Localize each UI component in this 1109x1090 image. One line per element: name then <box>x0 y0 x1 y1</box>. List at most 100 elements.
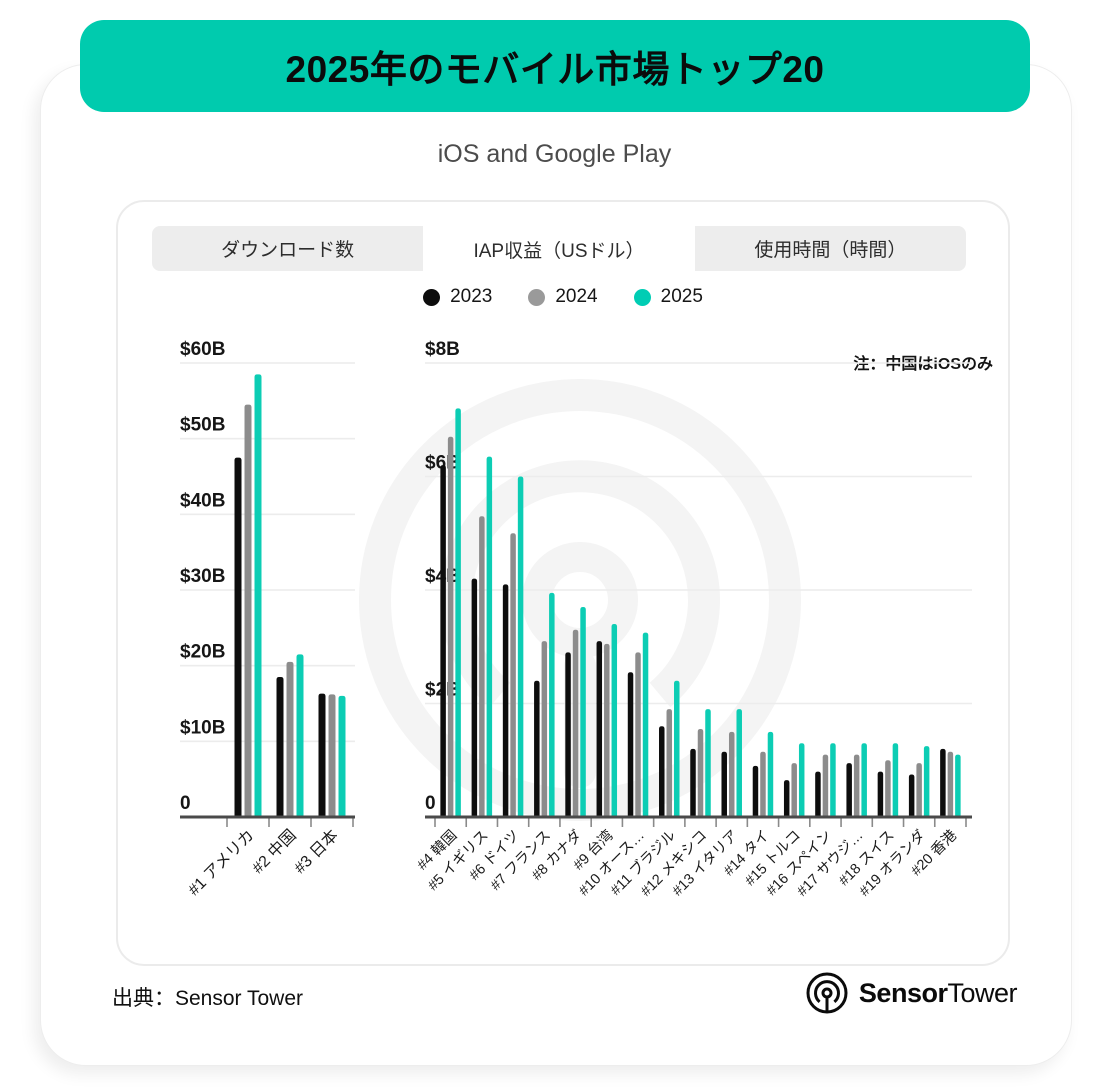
bar-2025 <box>642 632 649 817</box>
bar-2024 <box>635 652 641 817</box>
bar-2025 <box>455 408 461 817</box>
x-axis-label: #1 アメリカ <box>185 827 257 899</box>
legend-item-2025[interactable]: 2025 <box>633 286 703 308</box>
bar-2025 <box>254 374 262 817</box>
y-axis-label: $60B <box>180 339 225 360</box>
bar-2023 <box>846 763 852 817</box>
bar-2023 <box>234 457 242 817</box>
bar-2023 <box>534 680 540 817</box>
bar-2024 <box>760 751 766 817</box>
bar-2024 <box>916 763 922 817</box>
chart-legend: 2023 2024 2025 <box>118 286 1008 308</box>
legend-label-2025: 2025 <box>660 286 703 307</box>
bar-2025 <box>923 746 930 817</box>
bar-2023 <box>877 771 884 817</box>
bar-2024 <box>791 763 797 817</box>
bar-2023 <box>318 693 326 817</box>
logo-text: SensorTower <box>858 977 1018 1009</box>
bar-2025 <box>736 709 742 817</box>
bar-2023 <box>276 677 284 817</box>
legend-item-2023[interactable]: 2023 <box>423 286 492 308</box>
bar-2024 <box>885 760 891 817</box>
title-banner: 2025年のモバイル市場トップ20 <box>80 20 1030 112</box>
bar-2023 <box>659 726 665 817</box>
y-axis-label: $20B <box>180 642 225 663</box>
bar-2023 <box>502 584 509 817</box>
bar-2025 <box>549 592 555 817</box>
bar-2025 <box>517 476 524 817</box>
bar-2023 <box>721 751 727 817</box>
y-axis-label: $8B <box>425 339 460 360</box>
bar-2025 <box>830 743 836 817</box>
bar-2025 <box>674 680 680 817</box>
legend-label-2023: 2023 <box>450 286 493 307</box>
bar-2023 <box>565 652 571 817</box>
bar-2023 <box>440 465 446 817</box>
legend-label-2024: 2024 <box>555 286 598 307</box>
bar-2023 <box>471 578 478 817</box>
bar-2024 <box>822 754 829 817</box>
metric-tabs: ダウンロード数 IAP収益（USドル） 使用時間（時間） <box>152 226 966 284</box>
bar-2024 <box>244 404 252 817</box>
bar-2023 <box>752 765 759 817</box>
bar-2024 <box>541 641 548 817</box>
bar-2023 <box>908 774 915 817</box>
tab-time-spent[interactable]: 使用時間（時間） <box>694 226 966 271</box>
chart-card <box>116 200 1010 966</box>
y-axis-label: $40B <box>180 490 225 511</box>
legend-dot-2023 <box>423 288 441 306</box>
bar-2025 <box>767 731 774 817</box>
y-axis-label: $10B <box>180 717 225 738</box>
bar-2025 <box>486 456 493 817</box>
bar-2025 <box>296 654 304 817</box>
page-subtitle: iOS and Google Play <box>437 140 672 168</box>
legend-item-2024[interactable]: 2024 <box>528 286 598 308</box>
bar-2024 <box>728 731 735 817</box>
bar-2024 <box>947 751 954 817</box>
right-chart: $8B$6B$4B$2B0#4 韓国#5 イギリス#6 ドイツ#7 フランス#8… <box>414 339 972 900</box>
left-chart: $60B $50B $40B $30B $20B $10B 0 #1 アメリカ#2 中国#3 … <box>180 339 355 899</box>
bar-2023 <box>783 780 790 817</box>
bar-2025 <box>580 607 586 817</box>
y-axis-label: 0 <box>425 793 436 814</box>
logo-text-bold: Sensor <box>858 977 948 1008</box>
y-axis-label: $50B <box>180 415 225 436</box>
sensor-tower-logo-icon <box>806 972 848 1014</box>
page-title: 2025年のモバイル市場トップ20 <box>285 49 825 90</box>
china-ios-note: 注：中国はiOSのみ <box>850 350 996 374</box>
bar-2025 <box>892 743 899 817</box>
bar-2023 <box>815 771 821 817</box>
bar-2023 <box>940 748 946 817</box>
bar-2023 <box>627 672 634 817</box>
x-axis-label: #3 日本 <box>291 826 342 877</box>
source-text: 出典：Sensor Tower <box>112 987 304 1010</box>
bar-2024 <box>510 533 516 817</box>
y-axis-label: 0 <box>180 793 191 814</box>
bar-2024 <box>697 729 704 817</box>
bar-2024 <box>572 629 579 817</box>
bar-2025 <box>955 754 961 817</box>
bar-2023 <box>690 748 696 817</box>
bar-2024 <box>604 643 610 817</box>
bar-2023 <box>596 641 603 817</box>
x-axis-label: #2 中国 <box>249 826 300 877</box>
bar-2025 <box>611 624 618 817</box>
bar-2025 <box>705 709 711 817</box>
logo-text-regular: Tower <box>947 977 1017 1008</box>
bar-2024 <box>479 516 485 817</box>
tab-iap-revenue[interactable]: IAP収益（USドル） <box>423 226 695 284</box>
tab-downloads[interactable]: ダウンロード数 <box>152 226 424 271</box>
bar-2024 <box>853 754 860 817</box>
y-axis-label: $30B <box>180 566 225 587</box>
bar-2025 <box>861 743 867 817</box>
bar-2024 <box>666 709 673 817</box>
bar-2024 <box>328 694 336 817</box>
legend-dot-2025 <box>633 288 651 306</box>
bar-2024 <box>286 661 294 817</box>
bar-2025 <box>798 743 805 817</box>
bar-2025 <box>338 695 346 817</box>
sensor-tower-logo: SensorTower <box>804 970 1017 1016</box>
bar-2024 <box>447 436 454 817</box>
legend-dot-2024 <box>528 288 546 306</box>
